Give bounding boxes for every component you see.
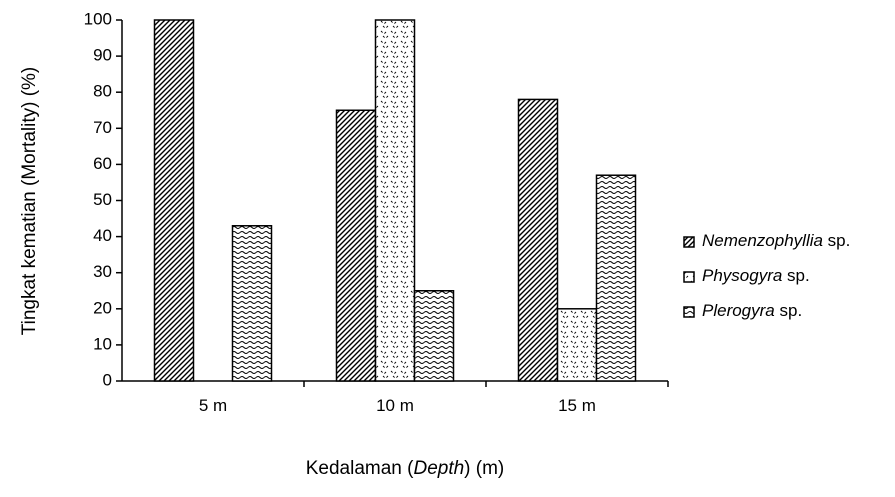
x-axis-title-italic: Depth [413,458,464,479]
y-tick-label: 10 [93,334,112,353]
x-category-label: 10 m [376,396,414,415]
bar-physogyra-2 [556,308,598,382]
x-category-label: 15 m [558,396,596,415]
bar-plerogyra-0 [231,225,273,382]
legend-label-rest: sp. [782,266,809,285]
x-axis-title-prefix: Kedalaman ( [306,458,414,479]
y-tick-label: 40 [93,226,112,245]
y-axis-title: Tingkat kematian (Mortality) (%) [19,67,40,336]
y-tick-label: 60 [93,154,112,173]
bar-nemenzophyllia-0 [153,19,195,382]
bar-physogyra-1 [374,19,416,382]
legend-label-rest: sp. [775,301,802,320]
y-tick-label: 100 [84,9,112,28]
y-tick-label: 50 [93,190,112,209]
y-tick-label: 70 [93,118,112,137]
bar-plerogyra-2 [595,174,637,382]
legend-swatch [683,236,695,248]
legend-swatch [683,306,695,318]
bars [153,19,637,382]
legend-label: Nemenzophyllia sp. [702,231,850,250]
legend-label-italic: Physogyra [702,266,782,285]
legend-label-italic: Plerogyra [702,301,775,320]
y-tick-label: 90 [93,46,112,65]
y-tick-label: 30 [93,262,112,281]
bar-plerogyra-1 [413,290,455,382]
y-ticks: 0 10 20 30 40 50 60 70 80 90 100 [84,9,122,389]
y-tick-label: 20 [93,298,112,317]
legend-label: Physogyra sp. [702,266,810,285]
bar-nemenzophyllia-2 [517,98,559,382]
legend-label-rest: sp. [823,231,850,250]
x-categories: 5 m 10 m 15 m [199,381,669,415]
legend-swatch [683,271,695,283]
bar-nemenzophyllia-1 [335,109,377,382]
y-tick-label: 0 [103,370,112,389]
x-axis-title: Kedalaman (Depth) (m) [306,458,505,479]
legend: Nemenzophyllia sp.Physogyra sp.Plerogyra… [683,231,850,320]
legend-label-italic: Nemenzophyllia [702,231,823,250]
legend-label: Plerogyra sp. [702,301,802,320]
x-category-label: 5 m [199,396,227,415]
y-tick-label: 80 [93,82,112,101]
x-axis-title-suffix: ) (m) [464,458,504,479]
